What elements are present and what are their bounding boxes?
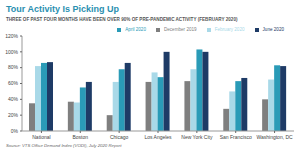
svg-text:60%: 60% <box>8 80 19 86</box>
svg-text:100%: 100% <box>8 49 19 55</box>
svg-text:National: National <box>32 134 50 140</box>
html-text:April 2020: April 2020 <box>125 27 146 32</box>
html-text:February 2020: February 2020 <box>214 27 245 32</box>
svg-text:Chicago: Chicago <box>110 134 129 140</box>
svg-text:Washington, DC: Washington, DC <box>256 134 292 140</box>
html-text:Tour Activity Is Picking Up: Tour Activity Is Picking Up <box>6 4 119 14</box>
svg-text:120%: 120% <box>8 33 19 39</box>
svg-text:San Francisco: San Francisco <box>220 134 252 140</box>
svg-text:40%: 40% <box>8 96 19 102</box>
svg-text:20%: 20% <box>8 112 19 118</box>
svg-text:80%: 80% <box>8 64 19 70</box>
svg-text:Los Angeles: Los Angeles <box>144 134 172 140</box>
svg-text:New York City: New York City <box>181 134 213 140</box>
svg-text:Boston: Boston <box>72 134 88 140</box>
html-text:December 2019: December 2019 <box>164 27 197 32</box>
html-text:THREE OF PAST FOUR MONTHS HAVE: THREE OF PAST FOUR MONTHS HAVE BEEN OVER… <box>6 17 238 22</box>
html-text:June 2020: June 2020 <box>262 27 284 32</box>
svg-text:0%: 0% <box>11 128 19 134</box>
html-text:Source: VTS Office Demand Inde: Source: VTS Office Demand Index (VODI), … <box>6 143 122 148</box>
